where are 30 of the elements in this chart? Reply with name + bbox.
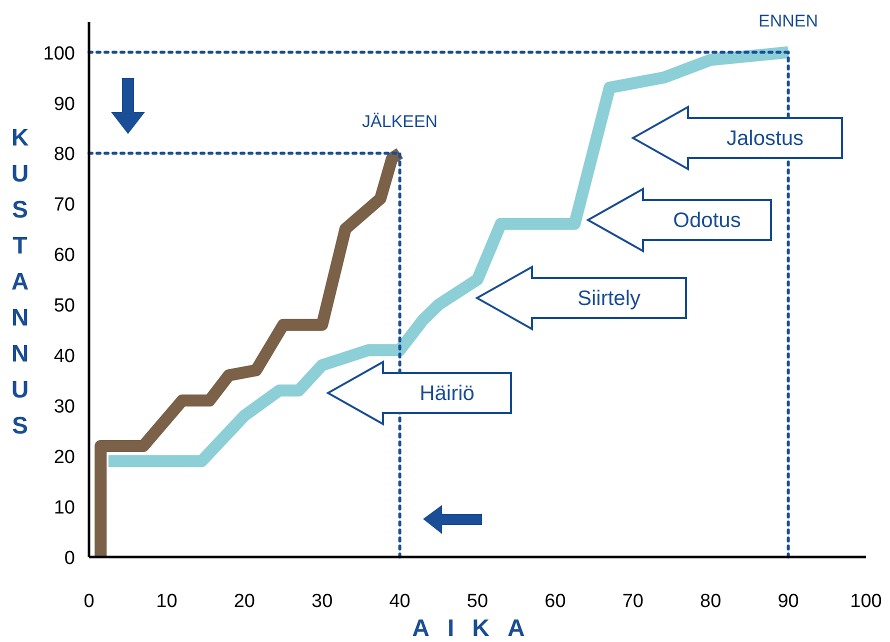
x-tick-label: 90 [778,591,799,612]
ref-line-label: JÄLKEEN [362,112,438,132]
x-tick-label: 10 [156,591,178,612]
annotation: Odotus [673,209,741,232]
x-tick-label: 30 [312,591,333,612]
y-tick-label: 90 [54,94,75,115]
x-tick-label: 100 [850,591,882,612]
annotation: Jalostus [726,127,804,150]
x-tick-label: 20 [234,591,255,612]
text: KUSTANNUS [11,124,29,440]
y-tick-label: 40 [54,346,75,368]
y-tick-label: 30 [54,396,75,418]
x-tick-label: 50 [466,591,488,612]
x-tick-label: 70 [622,591,644,612]
y-tick-label: 60 [54,245,75,266]
y-tick-label: 20 [54,447,75,468]
y-tick-label: 50 [54,296,75,317]
x-tick-label: 40 [389,591,410,612]
y-tick-label: 80 [54,144,75,166]
x-axis-title: AIKA [412,615,543,642]
y-tick-label: 70 [54,194,75,216]
x-tick-label: 80 [700,591,722,612]
x-tick-label: 60 [544,591,566,612]
x-tick-label: 0 [84,591,94,612]
y-tick-label: 10 [54,498,75,519]
ref-line-label: ENNEN [758,11,818,30]
annotation: Häiriö [420,382,474,405]
annotation: Siirtely [577,287,641,310]
y-tick-label: 0 [64,548,75,569]
y-tick-label: 100 [43,43,75,64]
